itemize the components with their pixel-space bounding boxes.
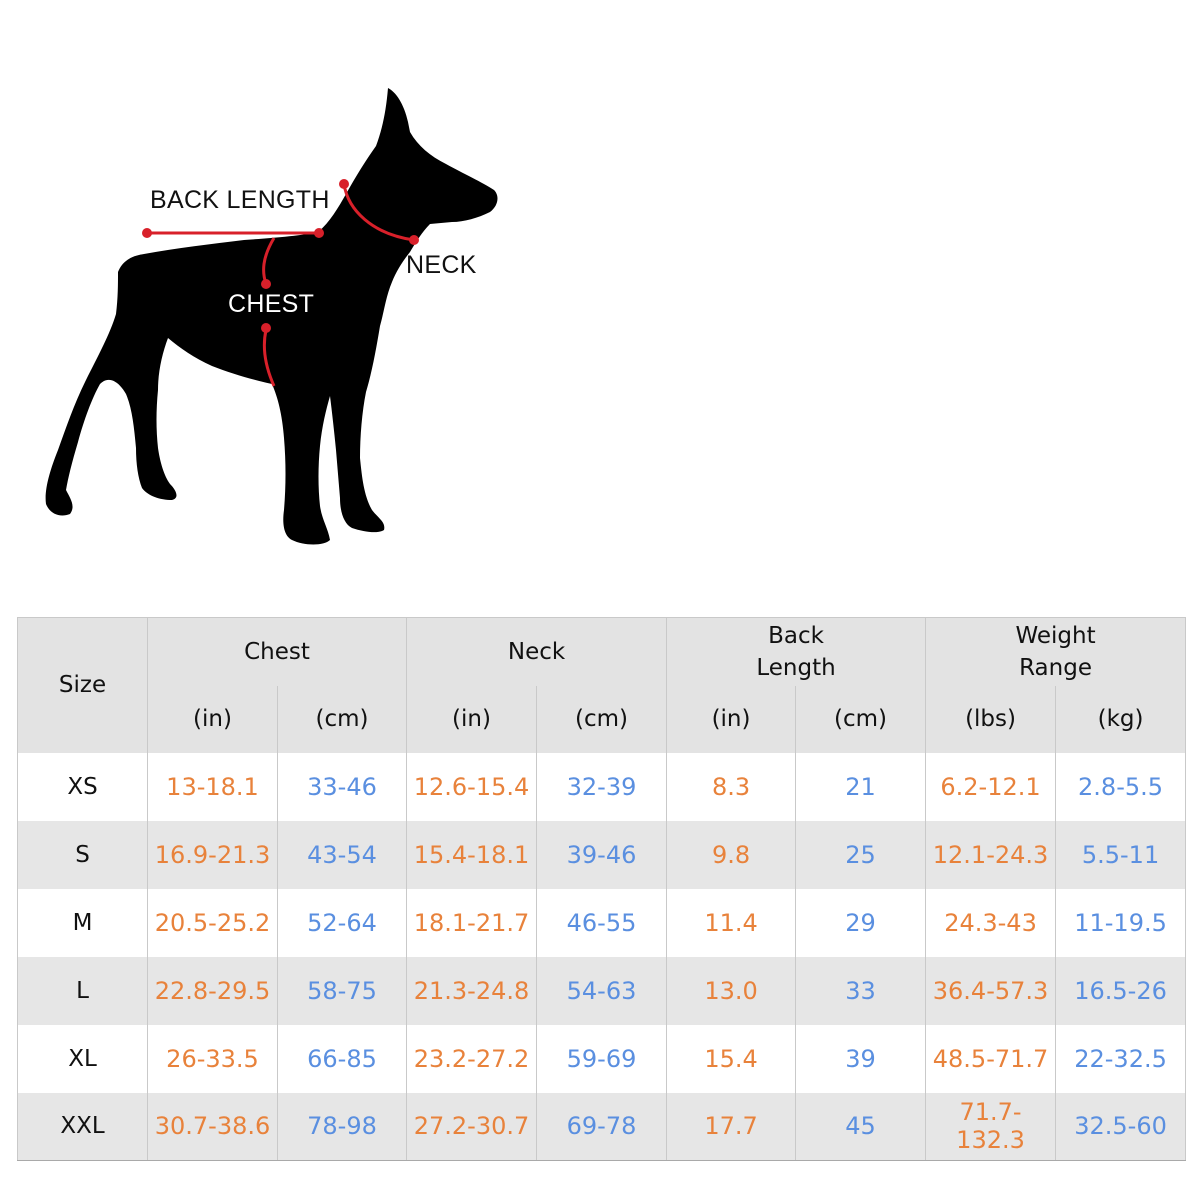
back-length-header-title: Back Length: [756, 622, 836, 681]
value-cell: 8.3: [666, 752, 796, 821]
dog-measurement-diagram: BACK LENGTH NECK CHEST: [0, 0, 620, 580]
neck-header: Neck: [406, 617, 667, 686]
value-cell: 58-75: [276, 956, 407, 1025]
value-cell: 5.5-11: [1055, 820, 1186, 889]
chest-header: Chest: [146, 617, 407, 686]
neck-cm-unit: (cm): [536, 685, 667, 753]
value-cell: 45: [795, 1092, 926, 1161]
table-row: XS 13-18.1 33-46 12.6-15.4 32-39 8.3 21 6.2-12.…: [17, 752, 1186, 821]
value-cell: 36.4-57.3: [925, 956, 1056, 1025]
value-cell: 21: [795, 752, 926, 821]
value-cell: 32-39: [536, 752, 667, 821]
value-cell: 69-78: [536, 1092, 667, 1161]
size-cell: L: [17, 956, 148, 1025]
value-cell: 16.9-21.3: [147, 820, 278, 889]
size-cell: XS: [17, 752, 148, 821]
value-cell: 33-46: [276, 752, 407, 821]
value-cell: 39: [795, 1024, 926, 1093]
value-cell: 13.0: [666, 956, 796, 1025]
weight-kg-unit: (kg): [1055, 685, 1186, 753]
value-cell: 54-63: [536, 956, 667, 1025]
weight-lbs-unit: (lbs): [925, 685, 1056, 753]
table-row: XXL 30.7-38.6 78-98 27.2-30.7 69-78 17.7 45 71.…: [17, 1092, 1186, 1161]
value-cell: 43-54: [276, 820, 407, 889]
value-cell: 18.1-21.7: [406, 888, 537, 957]
chest-in-unit: (in): [147, 685, 278, 753]
value-cell: 78-98: [276, 1092, 407, 1161]
size-cell: S: [17, 820, 148, 889]
value-cell: 25: [795, 820, 926, 889]
value-cell: 71.7-132.3: [925, 1092, 1056, 1161]
value-cell: 11-19.5: [1055, 888, 1186, 957]
value-cell: 26-33.5: [147, 1024, 278, 1093]
dog-silhouette-icon: [45, 88, 498, 545]
chest-label: CHEST: [228, 290, 315, 318]
chest-cm-unit: (cm): [276, 685, 407, 753]
table-row: M 20.5-25.2 52-64 18.1-21.7 46-55 11.4 29 24.3-…: [17, 888, 1186, 957]
value-cell: 6.2-12.1: [925, 752, 1056, 821]
value-cell: 24.3-43: [925, 888, 1056, 957]
value-cell: 29: [795, 888, 926, 957]
back-in-unit: (in): [666, 685, 796, 753]
value-cell: 2.8-5.5: [1055, 752, 1186, 821]
value-cell: 12.1-24.3: [925, 820, 1056, 889]
back-length-header: Back Length: [666, 617, 926, 686]
value-cell: 17.7: [666, 1092, 796, 1161]
value-cell: 12.6-15.4: [406, 752, 537, 821]
table-row: L 22.8-29.5 58-75 21.3-24.8 54-63 13.0 33 36.4-…: [17, 956, 1186, 1025]
value-cell: 22-32.5: [1055, 1024, 1186, 1093]
value-cell: 39-46: [536, 820, 667, 889]
value-cell: 27.2-30.7: [406, 1092, 537, 1161]
value-cell: 20.5-25.2: [147, 888, 278, 957]
neck-in-unit: (in): [406, 685, 537, 753]
value-cell: 23.2-27.2: [406, 1024, 537, 1093]
back-length-label: BACK LENGTH: [150, 186, 330, 214]
value-cell: 66-85: [276, 1024, 407, 1093]
value-cell: 59-69: [536, 1024, 667, 1093]
value-cell: 13-18.1: [147, 752, 278, 821]
size-chart-table: Size Chest Neck Back Length Weight Range…: [17, 617, 1187, 1161]
value-cell: 22.8-29.5: [147, 956, 278, 1025]
value-cell: 16.5-26: [1055, 956, 1186, 1025]
value-cell: 32.5-60: [1055, 1092, 1186, 1161]
value-cell: 46-55: [536, 888, 667, 957]
neck-header-title: Neck: [507, 638, 566, 665]
table-row: XL 26-33.5 66-85 23.2-27.2 59-69 15.4 39 48.5-7…: [17, 1024, 1186, 1093]
size-cell: XL: [17, 1024, 148, 1093]
value-cell: 11.4: [666, 888, 796, 957]
value-cell: 30.7-38.6: [147, 1092, 278, 1161]
size-cell: XXL: [17, 1092, 148, 1161]
back-cm-unit: (cm): [795, 685, 926, 753]
value-cell: 52-64: [276, 888, 407, 957]
weight-range-header: Weight Range: [925, 617, 1186, 686]
value-cell: 9.8: [666, 820, 796, 889]
chest-header-title: Chest: [244, 638, 310, 665]
value-cell: 15.4: [666, 1024, 796, 1093]
size-cell: M: [17, 888, 148, 957]
table-row: S 16.9-21.3 43-54 15.4-18.1 39-46 9.8 25 12.1-2…: [17, 820, 1186, 889]
value-cell: 48.5-71.7: [925, 1024, 1056, 1093]
weight-range-header-title: Weight Range: [1015, 622, 1096, 681]
value-cell: 21.3-24.8: [406, 956, 537, 1025]
value-cell: 15.4-18.1: [406, 820, 537, 889]
neck-label: NECK: [406, 251, 477, 279]
size-header: Size: [17, 617, 148, 753]
value-cell: 33: [795, 956, 926, 1025]
